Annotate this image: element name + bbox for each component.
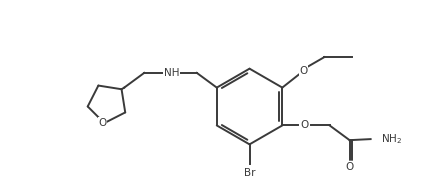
Text: Br: Br <box>244 168 255 178</box>
Text: NH$_2$: NH$_2$ <box>381 132 402 146</box>
Text: NH: NH <box>164 68 179 78</box>
Text: O: O <box>345 162 354 172</box>
Text: O: O <box>299 66 307 76</box>
Text: O: O <box>98 118 106 127</box>
Text: O: O <box>300 120 309 130</box>
